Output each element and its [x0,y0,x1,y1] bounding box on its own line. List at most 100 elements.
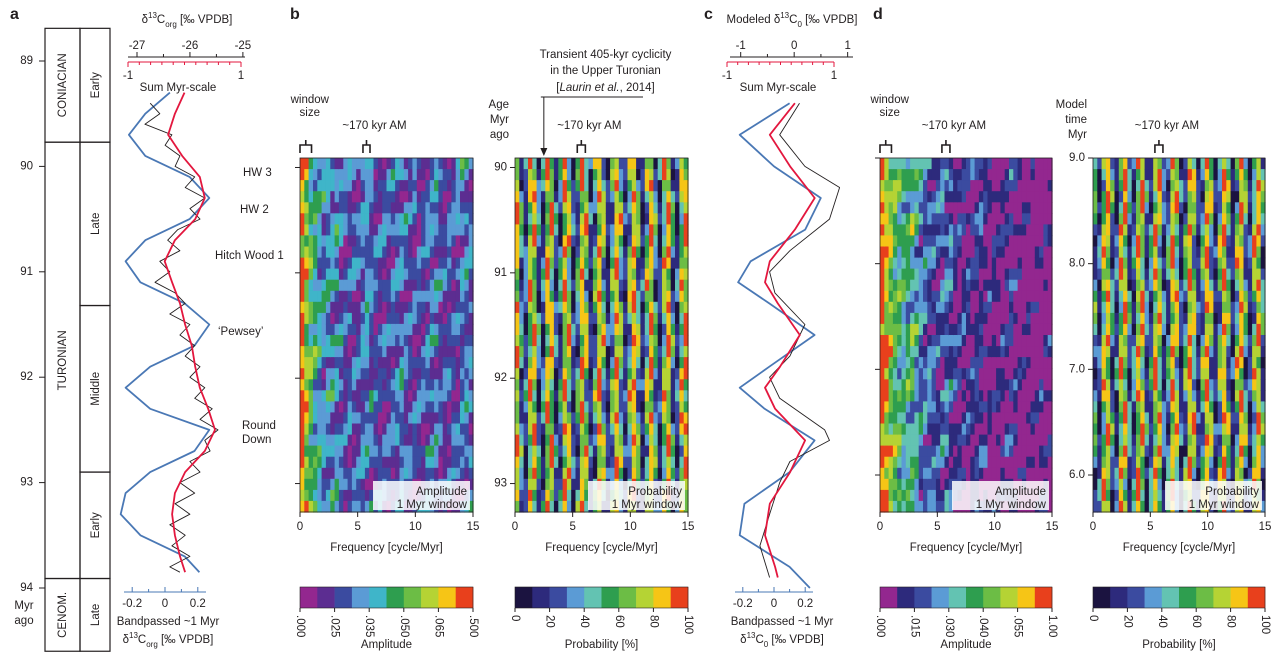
spectrogram-cell [1123,357,1128,369]
spectrogram-cell [1017,379,1023,391]
spectrogram-cell [408,445,413,458]
spectrogram-cell [382,235,388,248]
spectrogram-cell [970,312,976,325]
spectrogram-cell [657,323,663,336]
spectrogram-cell [356,346,362,358]
spectrogram-cell [334,169,340,181]
spectrogram-cell [957,191,963,203]
spectrogram-cell [614,301,620,314]
spectrogram-cell [1026,434,1032,447]
spectrogram-cell [1153,323,1159,336]
spectrogram-cell [961,290,967,303]
spectrogram-cell [1170,224,1176,237]
spectrogram-cell [1004,335,1010,347]
spectrogram-cell [438,246,444,259]
spectrogram-cell [1097,500,1103,513]
spectrogram-cell [1153,445,1159,458]
spectrogram-cell [1127,180,1133,192]
spectrogram-cell [416,312,422,325]
spectrogram-cell [360,268,366,281]
spectrogram-cell [884,246,890,259]
spectrogram-cell [991,368,997,380]
spectrogram-cell [532,489,538,502]
spectrogram-cell [325,213,331,225]
spectrogram-cell [1140,191,1146,203]
spectrogram-cell [1047,224,1053,237]
spectrogram-cell [961,401,967,414]
spectrogram-cell [325,312,331,325]
spectrogram-cell [653,423,659,436]
spectrogram-cell [317,202,323,214]
spectrogram-cell [1161,180,1167,192]
spectrogram-cell [360,257,366,270]
spectrogram-cell [343,357,349,369]
spectrogram-cell [970,224,976,237]
spectrogram-cell [918,323,924,336]
spectrogram-cell [931,279,937,292]
spectrogram-cell [1034,246,1040,259]
spectrogram-cell [970,368,976,380]
spectrogram-cell [421,390,426,402]
spectrogram-cell [901,235,907,248]
spectrogram-cell [1047,180,1053,192]
spectrogram-cell [970,401,976,414]
spectrogram-cell [321,213,327,225]
spectrogram-cell [1191,401,1197,414]
bracket [941,140,951,153]
spectrogram-cell [1114,169,1120,181]
spectrogram-cell [558,434,564,447]
colorbar-cell [653,587,671,608]
spectrogram-cell [317,246,323,259]
spectrogram-cell [631,357,637,369]
spectrogram-cell [523,401,529,414]
spectrogram-cell [636,368,641,380]
spectrogram-cell [905,279,911,292]
spectrogram-cell [1161,401,1167,414]
spectrogram-cell [386,379,392,391]
spectrogram-cell [451,368,457,380]
spectrogram-cell [966,158,971,170]
spectrogram-cell [313,500,318,513]
spectrogram-cell [536,489,542,502]
spectrogram-cell [623,268,628,281]
spectrogram-cell [644,301,650,314]
spectrogram-cell [1026,213,1032,225]
tick-label: -1 [722,70,732,82]
spectrogram-cell [1114,346,1120,358]
spectrogram-cell [1043,346,1049,358]
spectrogram-cell [343,257,349,270]
spectrogram-cell [429,191,435,203]
spectrogram-cell [338,202,344,214]
spectrogram-cell [317,279,323,292]
spectrogram-cell [935,180,941,192]
spectrogram-cell [901,312,907,325]
spectrogram-cell [1013,368,1019,380]
spectrogram-cell [1034,180,1040,192]
spectrogram-cell [425,456,431,469]
spectrogram-cell [515,335,520,347]
colorbar-cell [515,587,533,608]
spectrogram-cell [1196,335,1202,347]
spectrogram-cell [364,180,370,192]
spectrogram-cell [1161,357,1167,369]
spectrogram-cell [558,180,564,192]
spectrogram-cell [377,346,383,358]
spectrogram-cell [1183,379,1189,391]
spectrogram-cell [460,312,465,325]
spectrogram-cell [640,257,646,270]
spectrogram-cell [1157,235,1163,248]
spectrogram-cell [1179,301,1184,314]
spectrogram-cell [584,169,590,181]
spectrogram-cell [536,213,542,225]
spectrogram-cell [640,412,646,425]
spectrogram-cell [536,368,542,380]
spectrogram-cell [519,423,525,436]
spectrogram-cell [670,268,676,281]
spectrogram-cell [386,213,392,225]
spectrogram-cell [983,456,989,469]
spectrogram-cell [597,335,603,347]
spectrogram-cell [892,423,898,436]
spectrogram-cell [610,312,615,325]
spectrogram-cell [923,235,928,248]
spectrogram-cell [597,390,603,402]
